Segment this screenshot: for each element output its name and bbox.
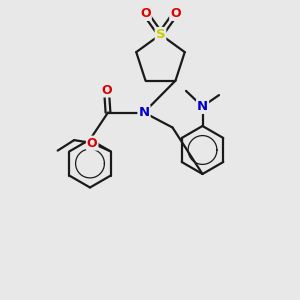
- Text: N: N: [138, 106, 150, 119]
- Text: S: S: [156, 28, 165, 41]
- Text: O: O: [87, 136, 98, 150]
- Text: O: O: [101, 83, 112, 97]
- Text: O: O: [140, 7, 151, 20]
- Text: N: N: [197, 100, 208, 113]
- Text: O: O: [170, 7, 181, 20]
